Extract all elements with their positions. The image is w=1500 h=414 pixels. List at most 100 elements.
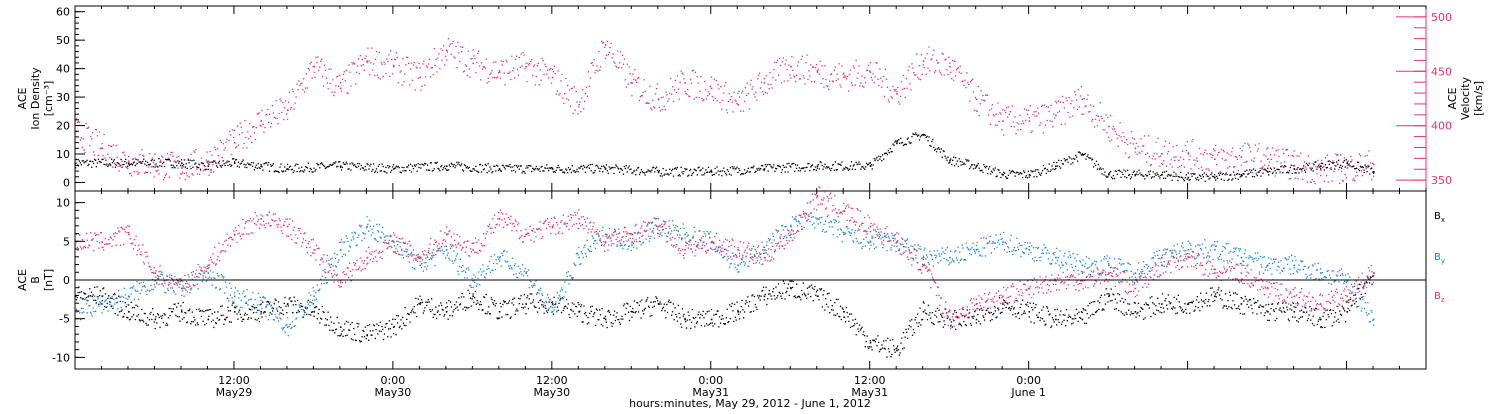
data-point xyxy=(1150,315,1152,318)
data-point xyxy=(162,156,164,158)
data-point xyxy=(480,171,483,173)
data-point xyxy=(676,166,678,169)
data-point xyxy=(421,163,423,165)
data-point xyxy=(104,299,107,302)
data-point xyxy=(997,307,999,309)
data-point xyxy=(242,318,244,320)
data-point xyxy=(690,79,692,81)
data-point xyxy=(1043,104,1046,106)
data-point xyxy=(1271,172,1274,174)
data-point xyxy=(719,322,722,324)
data-point xyxy=(619,323,621,325)
data-point xyxy=(1315,308,1318,310)
data-point xyxy=(748,171,750,173)
data-point xyxy=(1076,160,1079,162)
data-point xyxy=(1014,313,1016,315)
data-point xyxy=(433,255,435,257)
data-point xyxy=(364,165,366,168)
data-point xyxy=(402,254,404,256)
data-point xyxy=(440,48,442,50)
data-point xyxy=(368,168,370,170)
data-point xyxy=(1079,95,1081,97)
data-point xyxy=(114,163,116,166)
data-point xyxy=(262,296,264,298)
data-point xyxy=(355,245,357,247)
data-point xyxy=(798,295,800,298)
data-point xyxy=(953,60,956,62)
data-point xyxy=(405,64,407,66)
data-point xyxy=(919,307,921,309)
data-point xyxy=(92,307,94,309)
data-point xyxy=(84,293,87,295)
data-point xyxy=(649,85,651,88)
data-point xyxy=(337,165,339,167)
data-point xyxy=(360,225,362,227)
data-point xyxy=(839,305,842,307)
data-point xyxy=(763,169,765,171)
data-point xyxy=(397,165,399,168)
data-point xyxy=(246,289,248,291)
data-point xyxy=(498,260,501,262)
data-point xyxy=(1055,318,1057,321)
data-point xyxy=(609,46,611,49)
data-point xyxy=(239,306,241,308)
data-point xyxy=(1091,120,1093,122)
data-point xyxy=(646,102,648,104)
data-point xyxy=(286,118,289,120)
data-point xyxy=(1032,309,1034,311)
data-point xyxy=(1172,146,1174,148)
data-point xyxy=(563,307,565,309)
data-point xyxy=(75,299,78,301)
data-point xyxy=(80,297,82,299)
data-point xyxy=(108,301,111,303)
data-point xyxy=(1347,160,1349,162)
data-point xyxy=(683,313,685,315)
data-point xyxy=(904,96,906,99)
data-point xyxy=(522,303,524,305)
data-point xyxy=(113,298,115,300)
data-point xyxy=(848,320,850,322)
data-point xyxy=(560,169,562,171)
data-point xyxy=(1163,177,1165,179)
data-point xyxy=(705,169,707,171)
data-point xyxy=(1122,313,1124,315)
data-point xyxy=(786,287,789,289)
data-point xyxy=(1069,116,1071,118)
data-point xyxy=(482,264,484,266)
data-point xyxy=(267,108,269,111)
data-point xyxy=(713,314,715,316)
data-point xyxy=(213,160,215,162)
data-point xyxy=(341,256,343,258)
data-point xyxy=(352,339,354,341)
data-point xyxy=(631,82,633,84)
data-point xyxy=(414,268,416,270)
data-point xyxy=(375,50,378,53)
data-point xyxy=(568,89,571,91)
data-point xyxy=(1301,316,1304,318)
data-point xyxy=(307,303,309,305)
data-point xyxy=(883,158,885,160)
data-point xyxy=(1059,167,1062,169)
data-point xyxy=(704,172,706,174)
data-point xyxy=(250,317,252,319)
data-point xyxy=(667,100,669,102)
data-point xyxy=(415,66,417,68)
data-point xyxy=(1102,168,1104,170)
data-point xyxy=(808,70,810,72)
data-point xyxy=(1303,167,1305,169)
data-point xyxy=(598,319,600,321)
data-point xyxy=(424,266,426,268)
data-point xyxy=(576,315,578,317)
data-point xyxy=(269,312,271,314)
data-point xyxy=(248,308,251,310)
data-point xyxy=(744,172,747,174)
data-point xyxy=(174,160,176,163)
data-point xyxy=(900,142,903,144)
data-point xyxy=(979,309,981,311)
data-point xyxy=(1370,276,1372,278)
data-point xyxy=(632,307,634,310)
data-point xyxy=(239,163,241,165)
data-point xyxy=(178,155,180,158)
data-point xyxy=(101,143,103,145)
data-point xyxy=(780,295,782,297)
